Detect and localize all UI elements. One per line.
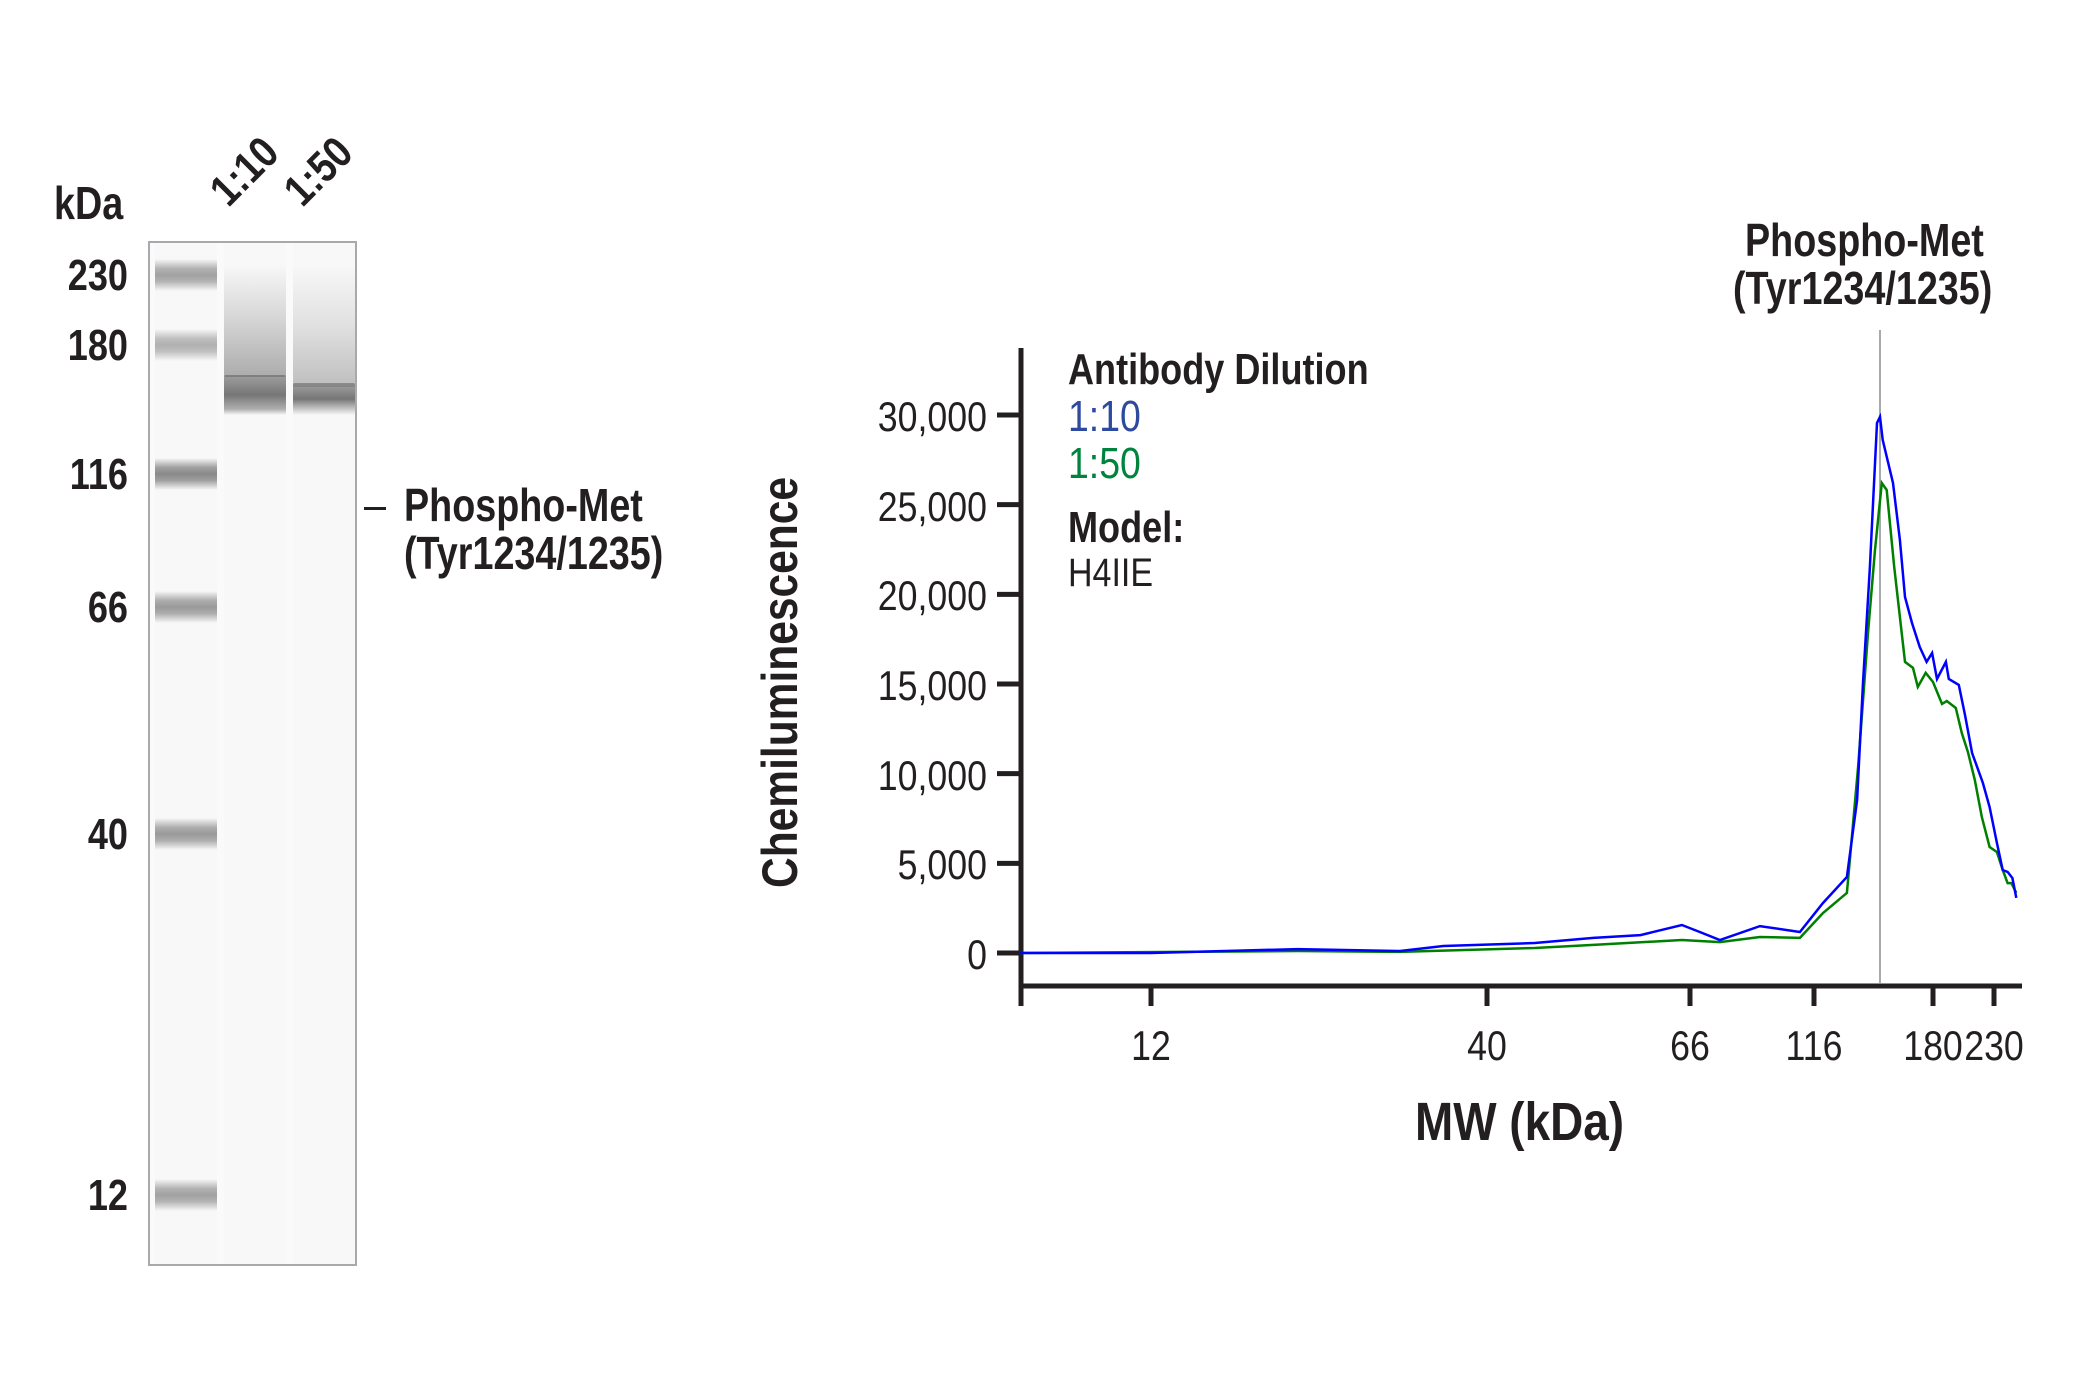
- blot-image: [148, 241, 357, 1266]
- y-tick-label: 5,000: [897, 841, 987, 889]
- y-tick-label: 25,000: [877, 482, 987, 530]
- ladder-band: [155, 818, 217, 850]
- sample-smear-2: [293, 265, 355, 387]
- ladder-label: 116: [69, 450, 128, 499]
- x-tick-label: 230: [1964, 1022, 2024, 1069]
- sample-band-2: [293, 383, 355, 415]
- blot-target-label-line2: (Tyr1234/1235): [404, 527, 664, 579]
- series-line-1-50: [1020, 412, 2018, 955]
- legend-title: Antibody Dilution: [1068, 345, 1369, 394]
- sample-lane-1: [224, 243, 286, 1264]
- x-tick-label: 116: [1785, 1022, 1843, 1069]
- ladder-label: 40: [87, 810, 128, 859]
- ladder-band: [155, 458, 217, 490]
- x-tick-label: 180: [1903, 1022, 1963, 1069]
- ladder-label: 12: [87, 1171, 128, 1220]
- ladder-band: [155, 1179, 217, 1211]
- x-tick-label: 12: [1131, 1022, 1171, 1069]
- sample-lane-2: [293, 243, 355, 1264]
- ladder-band: [155, 259, 217, 291]
- ladder-label: 66: [87, 583, 128, 632]
- x-axis-title: MW (kDa): [1415, 1092, 1625, 1152]
- y-tick-label: 0: [967, 931, 987, 978]
- ladder-label: 180: [67, 321, 128, 370]
- legend-model-value: H4IIE: [1068, 551, 1154, 595]
- target-marker-dash: [364, 507, 386, 510]
- y-tick-label: 10,000: [877, 751, 987, 799]
- series-line-1-10: [1019, 479, 2018, 955]
- x-tick-label: 40: [1467, 1022, 1507, 1069]
- ladder-lane: [155, 243, 217, 1264]
- sample-band-1: [224, 375, 286, 415]
- peak-label-line1: Phospho-Met: [1745, 214, 1984, 266]
- ladder-label: 230: [67, 251, 128, 300]
- ladder-band: [155, 591, 217, 623]
- x-tick-label: 66: [1670, 1022, 1710, 1069]
- y-tick-label: 20,000: [877, 572, 987, 620]
- legend-item-1-50: 1:50: [1068, 439, 1141, 488]
- blot-unit-label: kDa: [54, 177, 124, 229]
- peak-label-line2: (Tyr1234/1235): [1733, 262, 1993, 314]
- chart-axes: [997, 348, 2022, 1006]
- y-tick-label: 30,000: [877, 393, 987, 440]
- y-tick-label: 15,000: [877, 662, 987, 709]
- legend-item-1-10: 1:10: [1068, 392, 1141, 441]
- legend-model-label: Model:: [1068, 503, 1185, 552]
- sample-smear-1: [224, 265, 286, 377]
- ladder-band: [155, 329, 217, 361]
- y-axis-title: Chemiluminescence: [752, 476, 808, 888]
- blot-target-label-line1: Phospho-Met: [404, 479, 643, 531]
